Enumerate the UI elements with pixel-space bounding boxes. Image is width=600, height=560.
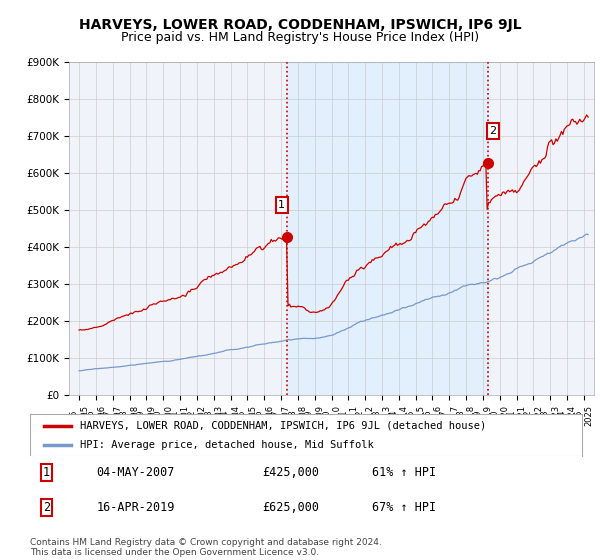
Text: 61% ↑ HPI: 61% ↑ HPI [372,466,436,479]
Text: 1: 1 [278,200,286,210]
Text: Price paid vs. HM Land Registry's House Price Index (HPI): Price paid vs. HM Land Registry's House … [121,31,479,44]
Text: 2: 2 [43,501,50,514]
Text: £625,000: £625,000 [262,501,319,514]
Text: HARVEYS, LOWER ROAD, CODDENHAM, IPSWICH, IP6 9JL (detached house): HARVEYS, LOWER ROAD, CODDENHAM, IPSWICH,… [80,421,486,431]
Text: 16-APR-2019: 16-APR-2019 [96,501,175,514]
Text: 04-MAY-2007: 04-MAY-2007 [96,466,175,479]
Text: 67% ↑ HPI: 67% ↑ HPI [372,501,436,514]
Text: £425,000: £425,000 [262,466,319,479]
Text: 2: 2 [490,126,497,136]
Text: Contains HM Land Registry data © Crown copyright and database right 2024.
This d: Contains HM Land Registry data © Crown c… [30,538,382,557]
Text: HPI: Average price, detached house, Mid Suffolk: HPI: Average price, detached house, Mid … [80,440,373,450]
Text: 1: 1 [43,466,50,479]
Text: HARVEYS, LOWER ROAD, CODDENHAM, IPSWICH, IP6 9JL: HARVEYS, LOWER ROAD, CODDENHAM, IPSWICH,… [79,18,521,32]
Bar [287,62,488,395]
